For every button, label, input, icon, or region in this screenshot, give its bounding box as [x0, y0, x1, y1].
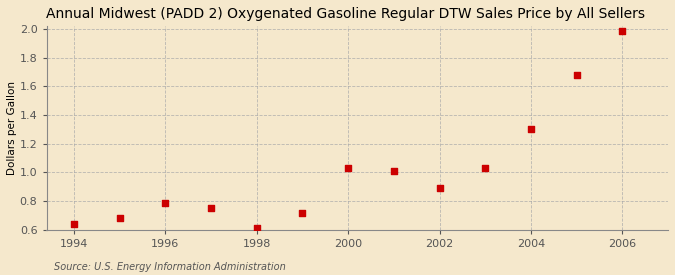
Point	[388, 169, 399, 173]
Y-axis label: Dollars per Gallon: Dollars per Gallon	[7, 81, 17, 175]
Point	[526, 127, 537, 132]
Point	[343, 166, 354, 170]
Text: Source: U.S. Energy Information Administration: Source: U.S. Energy Information Administ…	[54, 262, 286, 272]
Point	[251, 226, 262, 230]
Point	[617, 28, 628, 33]
Point	[434, 186, 445, 190]
Point	[69, 222, 80, 226]
Point	[114, 216, 125, 221]
Point	[480, 166, 491, 170]
Point	[297, 210, 308, 215]
Point	[206, 206, 217, 210]
Point	[571, 73, 582, 77]
Text: Annual Midwest (PADD 2) Oxygenated Gasoline Regular DTW Sales Price by All Selle: Annual Midwest (PADD 2) Oxygenated Gasol…	[47, 7, 645, 21]
Point	[160, 200, 171, 205]
